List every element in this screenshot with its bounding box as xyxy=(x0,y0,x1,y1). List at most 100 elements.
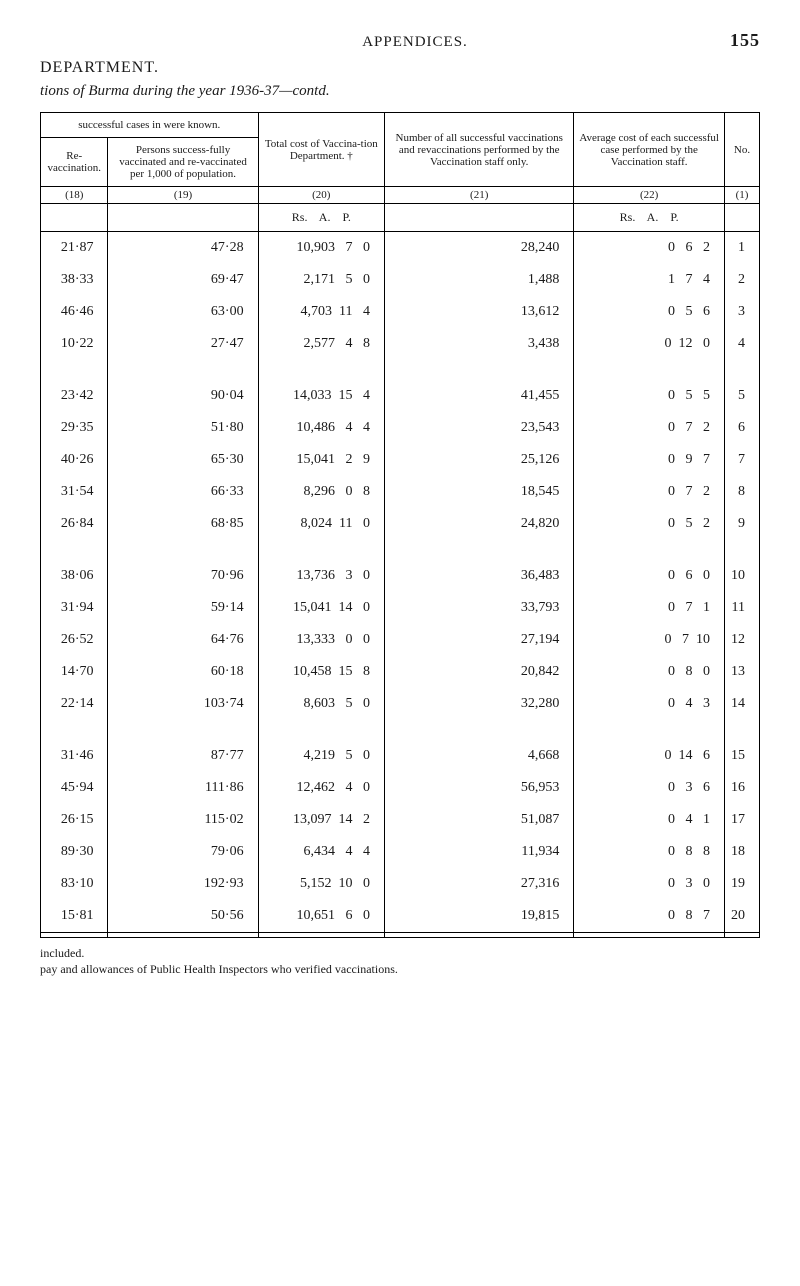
table-cell: 13 xyxy=(724,656,759,688)
table-cell: 89·30 xyxy=(41,836,108,868)
table-cell: 14·70 xyxy=(41,656,108,688)
table-cell: 11 xyxy=(724,592,759,624)
table-cell: 4,668 xyxy=(385,720,574,772)
table-cell: 0 6 2 xyxy=(574,232,725,265)
table-cell: 4,703 11 4 xyxy=(258,296,384,328)
footnote-line-1: included. xyxy=(40,946,760,962)
table-cell: 32,280 xyxy=(385,688,574,720)
table-cell: 20,842 xyxy=(385,656,574,688)
table-cell: 60·18 xyxy=(108,656,258,688)
table-cell: 103·74 xyxy=(108,688,258,720)
table-cell: 66·33 xyxy=(108,476,258,508)
units-20: Rs. A. P. xyxy=(258,204,384,232)
table-cell: 65·30 xyxy=(108,444,258,476)
table-cell: 87·77 xyxy=(108,720,258,772)
table-cell: 10 xyxy=(724,540,759,592)
table-cell: 25,126 xyxy=(385,444,574,476)
table-cell: 23,543 xyxy=(385,412,574,444)
table-cell: 31·54 xyxy=(41,476,108,508)
colnum-20: (20) xyxy=(258,187,384,204)
table-cell: 90·04 xyxy=(108,360,258,412)
table-row: 83·10192·935,152 10 027,3160 3 019 xyxy=(41,868,760,900)
table-cell: 33,793 xyxy=(385,592,574,624)
table-row: 26·8468·858,024 11 024,8200 5 29 xyxy=(41,508,760,540)
table-row: 46·4663·004,703 11 413,6120 5 63 xyxy=(41,296,760,328)
table-cell: 2,171 5 0 xyxy=(258,264,384,296)
table-cell: 26·15 xyxy=(41,804,108,836)
table-cell: 51,087 xyxy=(385,804,574,836)
table-cell: 10,651 6 0 xyxy=(258,900,384,933)
table-cell: 14 xyxy=(724,688,759,720)
table-cell: 1 xyxy=(724,232,759,265)
table-cell: 3 xyxy=(724,296,759,328)
table-cell: 45·94 xyxy=(41,772,108,804)
colnum-1: (1) xyxy=(724,187,759,204)
colnum-22: (22) xyxy=(574,187,725,204)
col-header-merged-top: successful cases in were known. xyxy=(41,113,259,138)
colnum-18: (18) xyxy=(41,187,108,204)
table-cell: 46·46 xyxy=(41,296,108,328)
col-header-19: Persons success-fully vaccinated and re-… xyxy=(108,138,258,187)
header-center: APPENDICES. xyxy=(100,34,730,51)
table-row: 10·2227·472,577 4 83,4380 12 04 xyxy=(41,328,760,360)
table-cell: 3,438 xyxy=(385,328,574,360)
table-cell: 5 xyxy=(724,360,759,412)
table-cell: 8,603 5 0 xyxy=(258,688,384,720)
table-cell: 0 14 6 xyxy=(574,720,725,772)
table-row: 14·7060·1810,458 15 820,8420 8 013 xyxy=(41,656,760,688)
table-cell: 0 6 0 xyxy=(574,540,725,592)
table-cell: 115·02 xyxy=(108,804,258,836)
table-cell: 40·26 xyxy=(41,444,108,476)
table-cell: 10,458 15 8 xyxy=(258,656,384,688)
units-18 xyxy=(41,204,108,232)
table-cell: 0 7 2 xyxy=(574,412,725,444)
table-body: 21·8747·2810,903 7 028,2400 6 2138·3369·… xyxy=(41,232,760,933)
table-cell: 20 xyxy=(724,900,759,933)
table-cell: 27,194 xyxy=(385,624,574,656)
footnote: included. pay and allowances of Public H… xyxy=(40,946,760,977)
footnote-line-2: pay and allowances of Public Health Insp… xyxy=(40,962,760,978)
table-cell: 0 5 6 xyxy=(574,296,725,328)
table-row: 23·4290·0414,033 15 441,4550 5 55 xyxy=(41,360,760,412)
table-cell: 28,240 xyxy=(385,232,574,265)
table-cell: 31·94 xyxy=(41,592,108,624)
table-cell: 19,815 xyxy=(385,900,574,933)
table-cell: 0 4 3 xyxy=(574,688,725,720)
table-cell: 26·84 xyxy=(41,508,108,540)
table-cell: 0 5 5 xyxy=(574,360,725,412)
table-row: 26·15115·0213,097 14 251,0870 4 117 xyxy=(41,804,760,836)
table-cell: 2 xyxy=(724,264,759,296)
table-cell: 6,434 4 4 xyxy=(258,836,384,868)
table-row: 21·8747·2810,903 7 028,2400 6 21 xyxy=(41,232,760,265)
table-cell: 26·52 xyxy=(41,624,108,656)
data-table: successful cases in were known. Total co… xyxy=(40,112,760,938)
table-cell: 9 xyxy=(724,508,759,540)
table-row: 89·3079·066,434 4 411,9340 8 818 xyxy=(41,836,760,868)
table-cell: 56,953 xyxy=(385,772,574,804)
table-cell: 5,152 10 0 xyxy=(258,868,384,900)
colnum-19: (19) xyxy=(108,187,258,204)
table-cell: 0 7 1 xyxy=(574,592,725,624)
table-cell: 19 xyxy=(724,868,759,900)
col-header-22: Average cost of each successful case per… xyxy=(574,113,725,187)
table-cell: 0 8 8 xyxy=(574,836,725,868)
col-header-23: No. xyxy=(724,113,759,187)
table-row: 22·14103·748,603 5 032,2800 4 314 xyxy=(41,688,760,720)
table-cell: 15 xyxy=(724,720,759,772)
col-header-18: Re-vaccination. xyxy=(41,138,108,187)
table-cell: 8 xyxy=(724,476,759,508)
table-cell: 8,024 11 0 xyxy=(258,508,384,540)
table-cell: 15·81 xyxy=(41,900,108,933)
subtitle-suffix: —contd. xyxy=(279,83,329,99)
table-cell: 64·76 xyxy=(108,624,258,656)
table-cell: 10,903 7 0 xyxy=(258,232,384,265)
table-row: 31·5466·338,296 0 818,5450 7 28 xyxy=(41,476,760,508)
table-cell: 18,545 xyxy=(385,476,574,508)
table-cell: 8,296 0 8 xyxy=(258,476,384,508)
table-cell: 4,219 5 0 xyxy=(258,720,384,772)
table-cell: 51·80 xyxy=(108,412,258,444)
table-cell: 41,455 xyxy=(385,360,574,412)
table-cell: 0 3 6 xyxy=(574,772,725,804)
table-row: 15·8150·5610,651 6 019,8150 8 720 xyxy=(41,900,760,933)
table-cell: 16 xyxy=(724,772,759,804)
